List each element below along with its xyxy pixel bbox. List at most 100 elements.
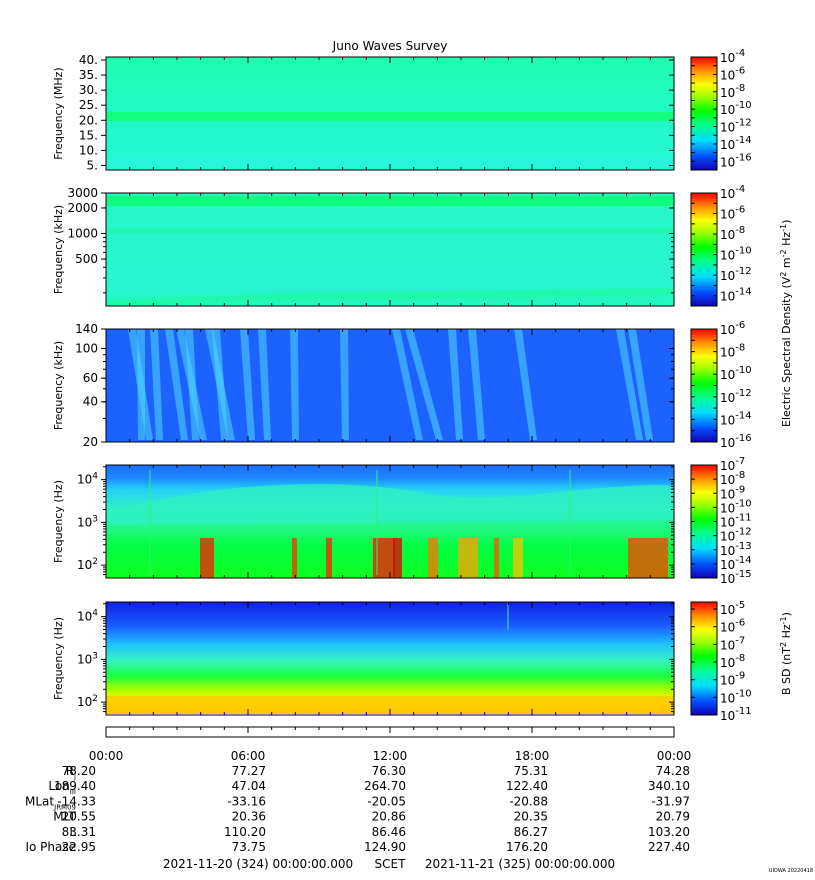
- emission-streak: [137, 329, 145, 440]
- footer-scet-label: SCET: [375, 857, 407, 871]
- ephemeris-value: 103.20: [648, 825, 690, 839]
- magnetic-colorbar-title: B SD (nT2 Hz-1): [779, 612, 793, 695]
- ephemeris-value: 110.20: [224, 825, 266, 839]
- ephemeris-value: 20.55: [62, 810, 96, 824]
- ephemeris-label: MLT: [53, 810, 76, 824]
- burst: [292, 538, 297, 578]
- burst: [393, 538, 402, 578]
- colorbar-tick-label: 10-11: [720, 513, 752, 530]
- panel-2-colorbar: [690, 192, 718, 307]
- colorbar-tick-label: 10-16: [720, 152, 752, 169]
- footer-end-time: 2021-11-21 (325) 00:00:00.000: [425, 857, 615, 871]
- ephemeris-value: 124.90: [364, 840, 406, 854]
- y-tick-label: 10.: [79, 143, 98, 157]
- emission-streak: [240, 329, 255, 440]
- ephemeris-value: 340.10: [648, 779, 690, 793]
- emission-streak: [468, 329, 485, 440]
- y-tick-label: 100: [75, 342, 98, 356]
- electric-colorbar-title: Electric Spectral Density (V2 m-2 Hz-1): [779, 220, 793, 427]
- y-tick-label: 40: [83, 395, 98, 409]
- emission-streak: [150, 329, 163, 440]
- colorbar-tick-label: 10-4: [720, 48, 745, 65]
- time-axis: 00:00 06:00 12:00 18:00 00:00: [89, 727, 692, 763]
- y-tick-label: 30.: [79, 83, 98, 97]
- colorbar-tick-label: 10-6: [720, 618, 745, 635]
- colorbar-tick-label: 10-7: [720, 456, 745, 473]
- colorbar-tick-label: 10-8: [720, 343, 745, 360]
- ephemeris-value: 20.36: [232, 810, 266, 824]
- y-tick-label: 1000: [67, 227, 98, 241]
- panel-1: [106, 57, 674, 170]
- panel-1-colorbar: [690, 56, 718, 171]
- panel-4-cyan-boundary: [106, 484, 674, 525]
- panel-5-colorbar: [690, 601, 718, 716]
- ephemeris-value: 20.79: [656, 810, 690, 824]
- colorbar-tick-label: 10-8: [720, 83, 745, 100]
- colorbar-tick-label: 10-10: [720, 498, 752, 515]
- ephemeris-label: L: [69, 825, 76, 839]
- ephemeris-value: 83.31: [62, 825, 96, 839]
- panel-5-ylabel: Frequency (Hz): [52, 617, 65, 700]
- panel-2-ylabel: Frequency (kHz): [52, 205, 65, 294]
- ephemeris-label: MLatJRM09: [25, 794, 76, 811]
- plot-axes: [101, 56, 675, 716]
- panel-2: [106, 193, 674, 306]
- colorbar-tick-label: 10-6: [720, 65, 745, 82]
- emission-streak: [212, 329, 228, 440]
- panel-4-ylabel: Frequency (Hz): [52, 480, 65, 563]
- ephemeris-value: -31.97: [651, 794, 690, 808]
- colorbar-tick-label: 10-10: [720, 246, 752, 263]
- ephemeris-value: -20.05: [367, 794, 406, 808]
- colorbar-tick-label: 10-12: [720, 388, 752, 405]
- ephemeris-value: 22.95: [62, 840, 96, 854]
- ephemeris-value: 189.40: [54, 779, 96, 793]
- ephemeris-value: -14.33: [57, 794, 96, 808]
- ephemeris-value: 20.86: [372, 810, 406, 824]
- y-tick-label: 140: [75, 322, 98, 336]
- ephemeris-value: 74.28: [656, 764, 690, 778]
- colorbar-tick-label: 10-6: [720, 320, 745, 337]
- panel-2-secondary-band: [106, 228, 674, 233]
- emission-streak: [448, 329, 463, 440]
- ephemeris-value: 86.27: [514, 825, 548, 839]
- burst: [200, 538, 214, 578]
- colorbar-tick-label: 10-6: [720, 205, 745, 222]
- panel-2-emission-band: [106, 196, 674, 206]
- y-axis-labels: 40.35.30.25.20.15.10.5. Frequency (MHz) 30…: [52, 53, 98, 709]
- panel-3-ylabel: Frequency (kHz): [52, 341, 65, 430]
- colorbar-tick-label: 10-9: [720, 671, 745, 688]
- colorbar-tick-label: 10-8: [720, 225, 745, 242]
- y-tick-label: 103: [77, 514, 98, 529]
- emission-streak: [165, 329, 188, 440]
- colorbar-tick-label: 10-10: [720, 100, 752, 117]
- ephemeris-label: Io Phase: [25, 840, 76, 854]
- y-tick-label: 102: [77, 694, 98, 709]
- time-tick-label: 00:00: [657, 749, 692, 763]
- y-tick-label: 25.: [79, 98, 98, 112]
- burst: [494, 538, 499, 578]
- burst: [458, 538, 478, 578]
- emission-streak: [616, 329, 643, 440]
- figure-title: Juno Waves Survey: [332, 39, 448, 53]
- ephemeris-value: 78.20: [62, 764, 96, 778]
- ephemeris-value: -33.16: [227, 794, 266, 808]
- emission-streak: [340, 329, 349, 440]
- y-tick-label: 5.: [87, 158, 98, 172]
- colorbar-tick-label: 10-15: [720, 569, 752, 586]
- colorbar-tick-label: 10-12: [720, 266, 752, 283]
- time-tick-label: 18:00: [515, 749, 550, 763]
- ephemeris-value: 176.20: [506, 840, 548, 854]
- panel-3: [106, 329, 674, 442]
- colorbar-tick-label: 10-12: [720, 118, 752, 135]
- y-tick-label: 20: [83, 435, 98, 449]
- panel-5-spectrogram: [106, 602, 674, 714]
- emission-streak: [185, 329, 199, 440]
- time-tick-label: 12:00: [373, 749, 408, 763]
- panel-1-emission-band: [106, 112, 674, 121]
- colorbar-tick-label: 10-8: [720, 653, 745, 670]
- y-tick-label: 103: [77, 651, 98, 666]
- ephemeris-label: Rj: [66, 764, 76, 781]
- colorbar-tick-label: 10-8: [720, 470, 745, 487]
